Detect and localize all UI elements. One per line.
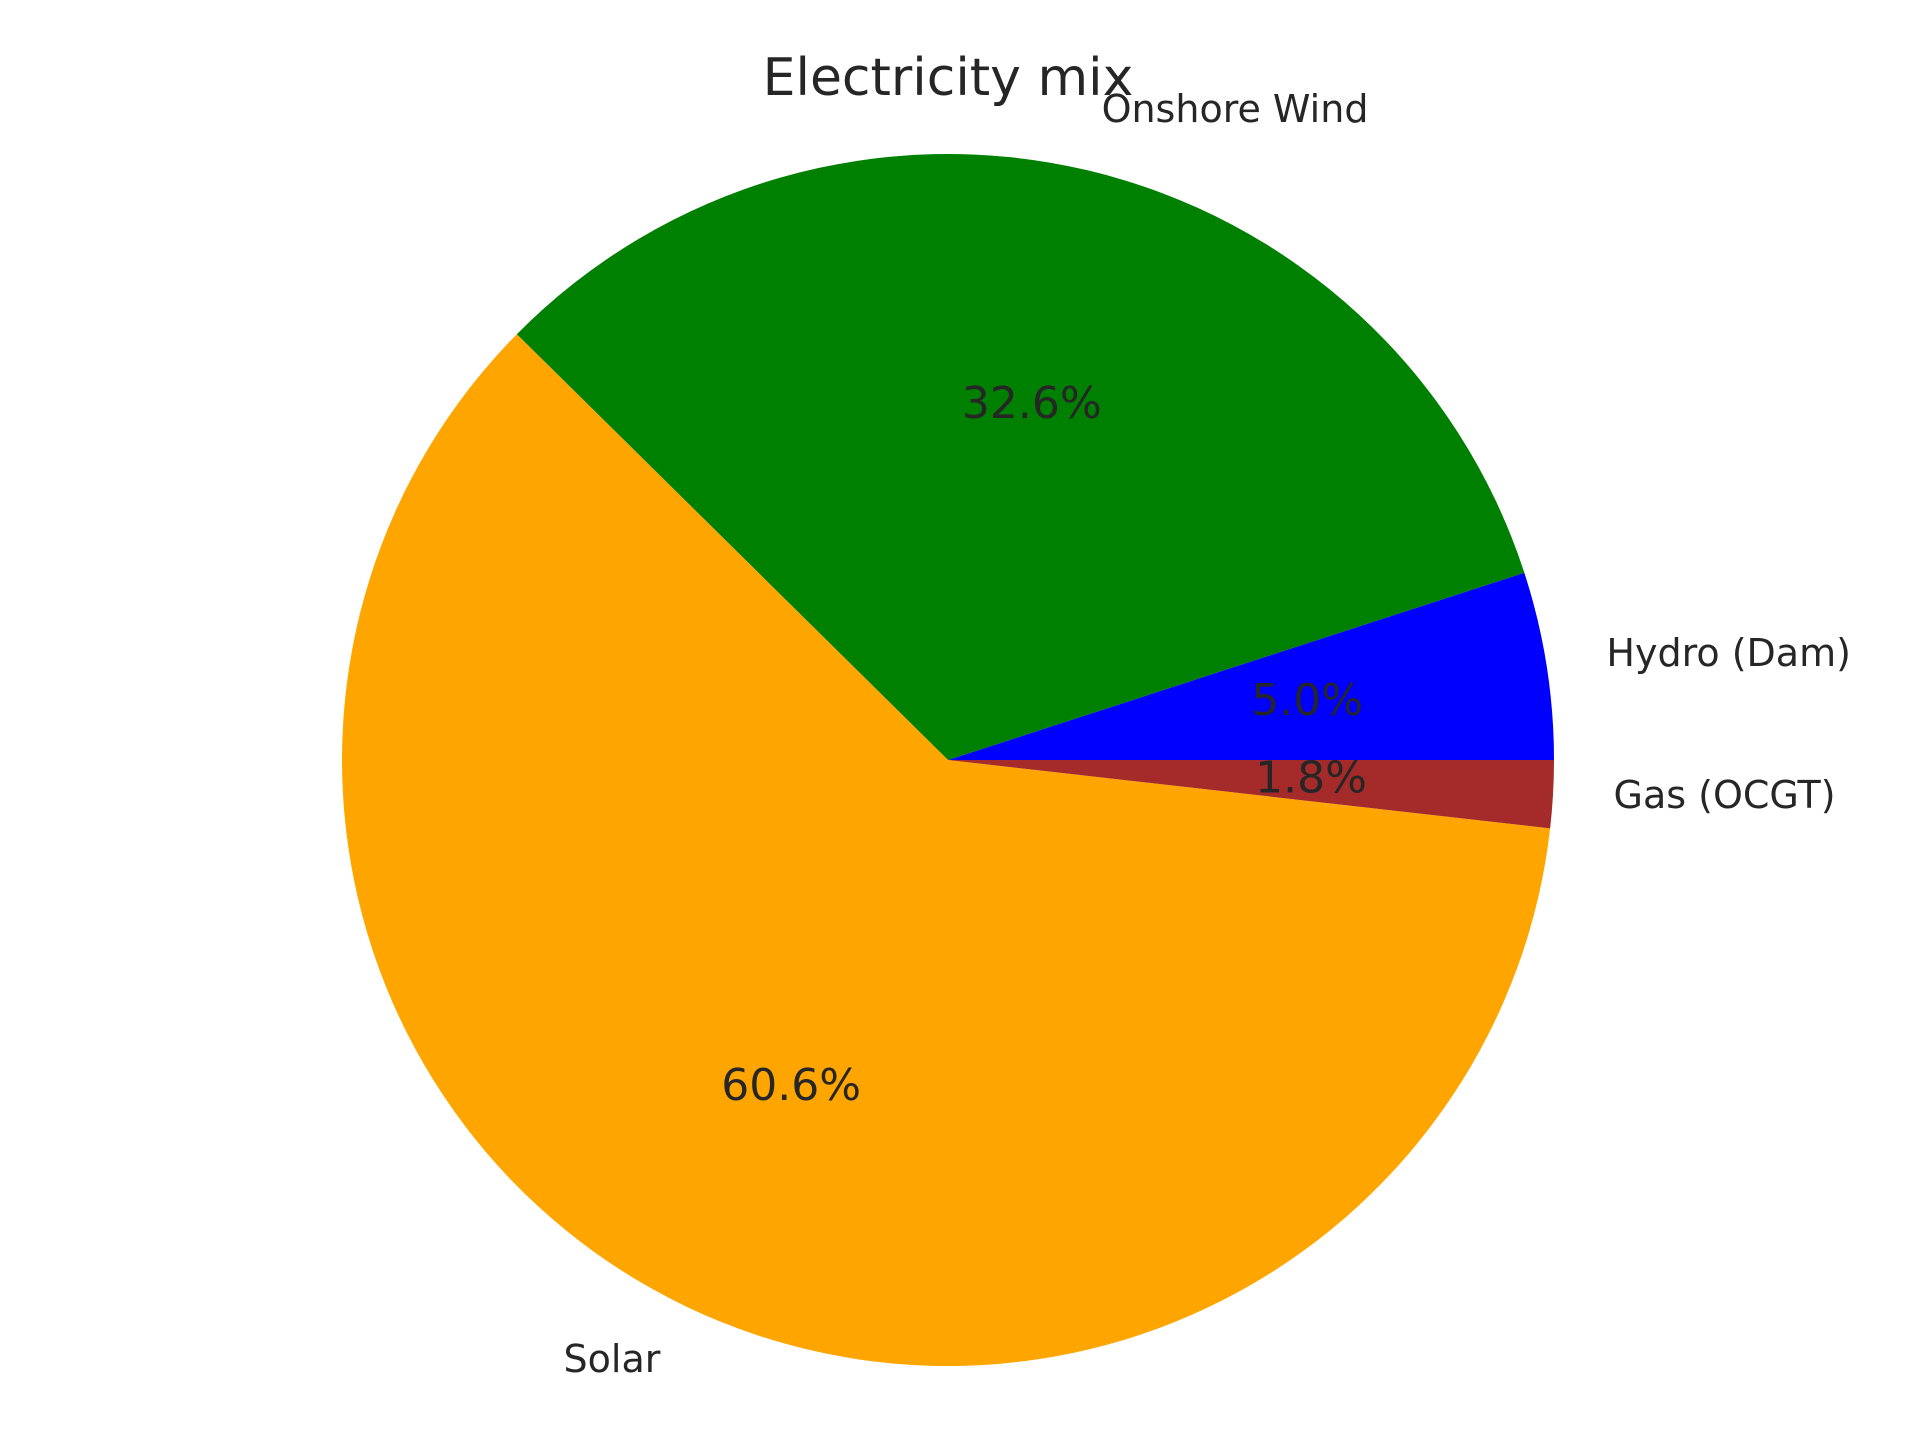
slice-hydro-dam <box>948 572 1555 760</box>
label-gas-ocgt: Gas (OCGT) <box>1614 773 1836 817</box>
label-solar: Solar <box>564 1337 661 1381</box>
slice-solar <box>341 334 1551 1367</box>
pct-solar: 60.6% <box>721 1060 861 1111</box>
slice-gas-ocgt <box>948 760 1555 829</box>
chart-title: Electricity mix <box>763 48 1134 108</box>
pie-slices <box>341 154 1555 1367</box>
slice-onshore-wind <box>516 154 1525 761</box>
pie-labels: Hydro (Dam) 5.0% Onshore Wind 32.6% Solar 60.… <box>564 87 1851 1381</box>
pct-onshore-wind: 32.6% <box>962 378 1102 429</box>
label-hydro-dam: Hydro (Dam) <box>1606 631 1851 675</box>
pct-gas-ocgt: 1.8% <box>1255 753 1367 804</box>
label-onshore-wind: Onshore Wind <box>1102 87 1369 131</box>
pct-hydro-dam: 5.0% <box>1251 675 1363 726</box>
